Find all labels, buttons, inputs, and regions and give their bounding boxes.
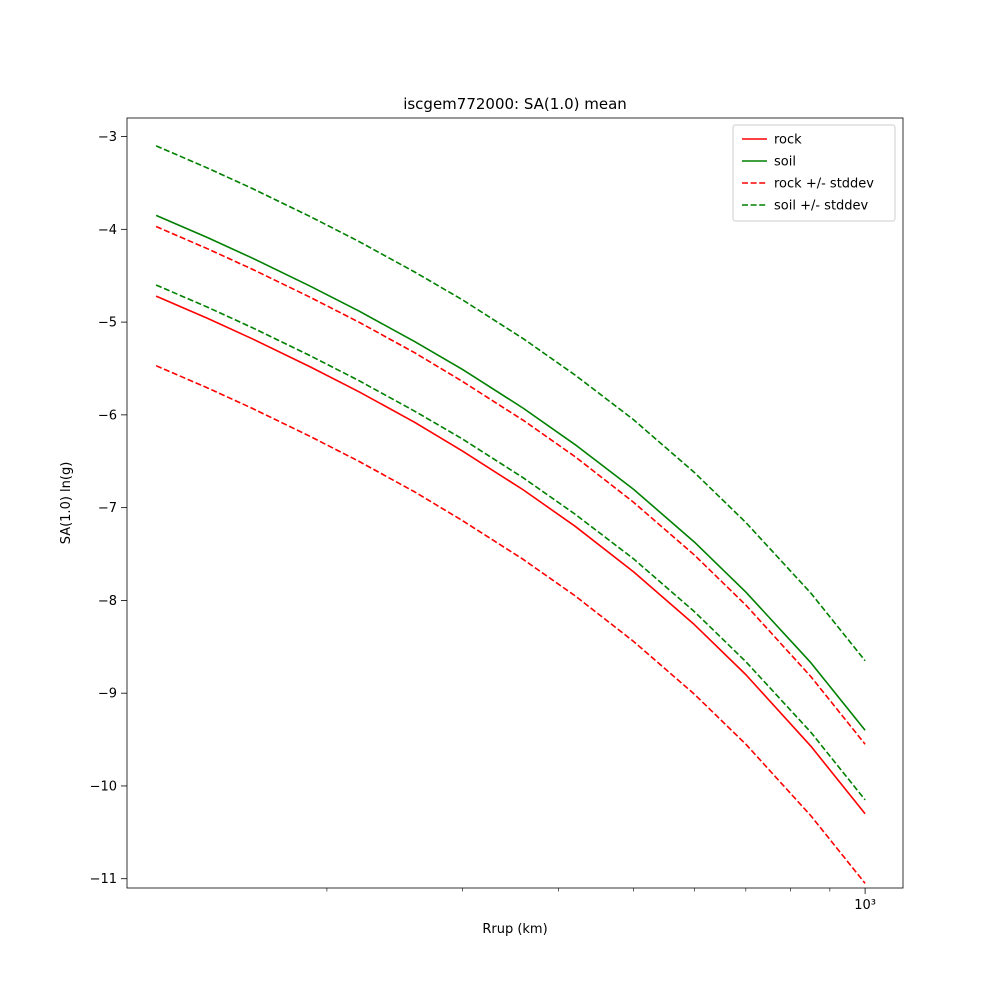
axes-frame: [126, 117, 904, 889]
series-soil_plus_stddev: [155, 145, 866, 662]
y-tick-label: −5: [98, 316, 117, 331]
y-tick-label: −9: [98, 687, 117, 702]
legend-label: soil +/- stddev: [774, 199, 869, 214]
chart-title: iscgem772000: SA(1.0) mean: [403, 95, 627, 113]
legend-label: soil: [774, 155, 796, 170]
series-rock_minus_stddev: [155, 364, 866, 884]
plot-area: −3 −4 −5 −6 −7 −8 −9 −10 −11 10³ rock soil rock +/- …: [90, 117, 904, 913]
x-tick-label: 10³: [854, 898, 876, 913]
x-axis-label: Rrup (km): [482, 922, 547, 937]
legend-box: [732, 124, 896, 222]
y-tick-label: −8: [98, 594, 117, 609]
series-soil: [155, 214, 866, 731]
y-tick-label: −10: [90, 779, 117, 794]
legend-label: rock +/- stddev: [774, 177, 874, 192]
y-tick-label: −3: [98, 130, 117, 145]
legend-label: rock: [774, 133, 802, 148]
series-soil_minus_stddev: [155, 284, 866, 801]
y-tick-label: −7: [98, 501, 117, 516]
y-tick-label: −11: [90, 872, 117, 887]
series-rock_plus_stddev: [155, 225, 866, 745]
y-axis-label: SA(1.0) ln(g): [59, 462, 74, 545]
y-tick-label: −4: [98, 223, 117, 238]
series-rock: [155, 295, 866, 815]
y-tick-label: −6: [98, 408, 117, 423]
legend: rock soil rock +/- stddev soil +/- stddev: [732, 124, 896, 222]
